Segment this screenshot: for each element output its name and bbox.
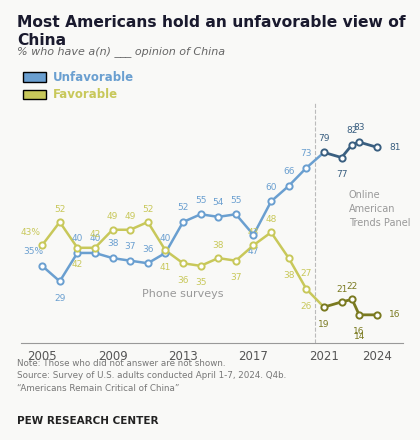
Text: 52: 52 xyxy=(177,203,189,212)
Text: Unfavorable: Unfavorable xyxy=(52,70,134,84)
Text: 43: 43 xyxy=(248,228,259,237)
Text: Phone surveys: Phone surveys xyxy=(142,290,224,299)
Text: 42: 42 xyxy=(72,260,83,269)
Text: 40: 40 xyxy=(72,234,83,243)
Text: 73: 73 xyxy=(301,149,312,158)
Text: 26: 26 xyxy=(301,301,312,311)
Text: 52: 52 xyxy=(54,205,66,214)
Text: 35: 35 xyxy=(195,279,206,287)
Text: Note: Those who did not answer are not shown.
Source: Survey of U.S. adults cond: Note: Those who did not answer are not s… xyxy=(17,359,286,392)
Text: 55: 55 xyxy=(230,195,242,205)
Text: 22: 22 xyxy=(346,282,358,291)
Text: 35%: 35% xyxy=(24,247,44,256)
Text: 48: 48 xyxy=(265,215,277,224)
Text: 21: 21 xyxy=(336,285,347,293)
Text: 38: 38 xyxy=(213,241,224,250)
Text: 60: 60 xyxy=(265,183,277,192)
Text: 79: 79 xyxy=(318,134,330,143)
Text: 81: 81 xyxy=(389,143,401,152)
Text: 55: 55 xyxy=(195,195,206,205)
Text: 47: 47 xyxy=(248,247,259,257)
Text: 37: 37 xyxy=(124,242,136,251)
Text: PEW RESEARCH CENTER: PEW RESEARCH CENTER xyxy=(17,416,158,426)
Text: 38: 38 xyxy=(283,271,294,279)
Text: 29: 29 xyxy=(54,294,66,303)
Text: 16: 16 xyxy=(389,310,401,319)
Text: Most Americans hold an unfavorable view of China: Most Americans hold an unfavorable view … xyxy=(17,15,405,48)
Text: 82: 82 xyxy=(346,126,358,135)
Text: 43%: 43% xyxy=(21,228,41,237)
Text: 41: 41 xyxy=(160,263,171,272)
Text: 54: 54 xyxy=(213,198,224,207)
Text: 14: 14 xyxy=(354,333,365,341)
Text: 49: 49 xyxy=(107,213,118,221)
Text: 40: 40 xyxy=(160,234,171,243)
Text: 19: 19 xyxy=(318,319,330,329)
Text: 36: 36 xyxy=(142,245,154,253)
Text: 49: 49 xyxy=(124,213,136,221)
Text: 66: 66 xyxy=(283,167,294,176)
Text: 83: 83 xyxy=(353,123,365,132)
Text: 27: 27 xyxy=(301,269,312,278)
Text: 42: 42 xyxy=(89,231,101,239)
Text: % who have a(n) ___ opinion of China: % who have a(n) ___ opinion of China xyxy=(17,46,225,57)
Text: 40: 40 xyxy=(89,234,101,243)
Text: 37: 37 xyxy=(230,273,242,282)
Text: Favorable: Favorable xyxy=(52,88,118,101)
Text: 77: 77 xyxy=(336,170,347,179)
Text: Online
American
Trends Panel: Online American Trends Panel xyxy=(349,190,410,228)
Text: 52: 52 xyxy=(142,205,153,214)
Text: 16: 16 xyxy=(353,327,365,336)
Text: 36: 36 xyxy=(177,276,189,285)
Text: 38: 38 xyxy=(107,239,118,249)
